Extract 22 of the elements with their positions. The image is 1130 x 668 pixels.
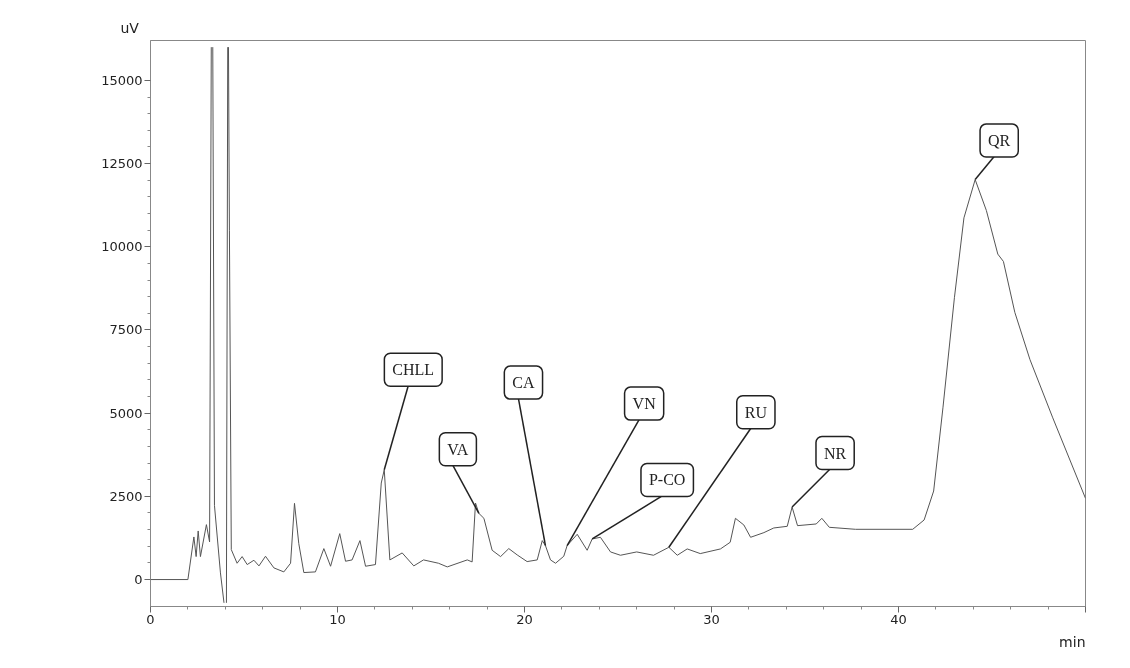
x-tick-label: 30: [703, 611, 720, 627]
x-axis-title: min: [1059, 633, 1086, 650]
y-tick-label: 15000: [101, 72, 143, 88]
annotation: VN: [632, 395, 657, 413]
annotation: RU: [744, 403, 768, 421]
y-tick-label: 2500: [109, 488, 143, 504]
y-tick-label: 5000: [109, 405, 143, 421]
y-tick-label: 0: [134, 572, 143, 588]
x-tick-label: 40: [890, 611, 907, 627]
y-axis-title: uV: [120, 19, 140, 36]
annotation: NR: [823, 444, 847, 462]
x-tick-label: 10: [329, 611, 346, 627]
annotation: P-CO: [648, 471, 686, 489]
x-tick-label: 20: [516, 611, 533, 627]
y-tick-label: 10000: [101, 239, 143, 255]
y-tick-label: 7500: [109, 322, 143, 338]
x-tick-label: 0: [146, 611, 155, 627]
y-tick-label: 12500: [101, 156, 143, 172]
annotation: QR: [988, 132, 1011, 150]
annotation: CA: [512, 374, 535, 392]
annotation: VA: [447, 440, 469, 458]
annotation: CHLL: [392, 361, 435, 379]
